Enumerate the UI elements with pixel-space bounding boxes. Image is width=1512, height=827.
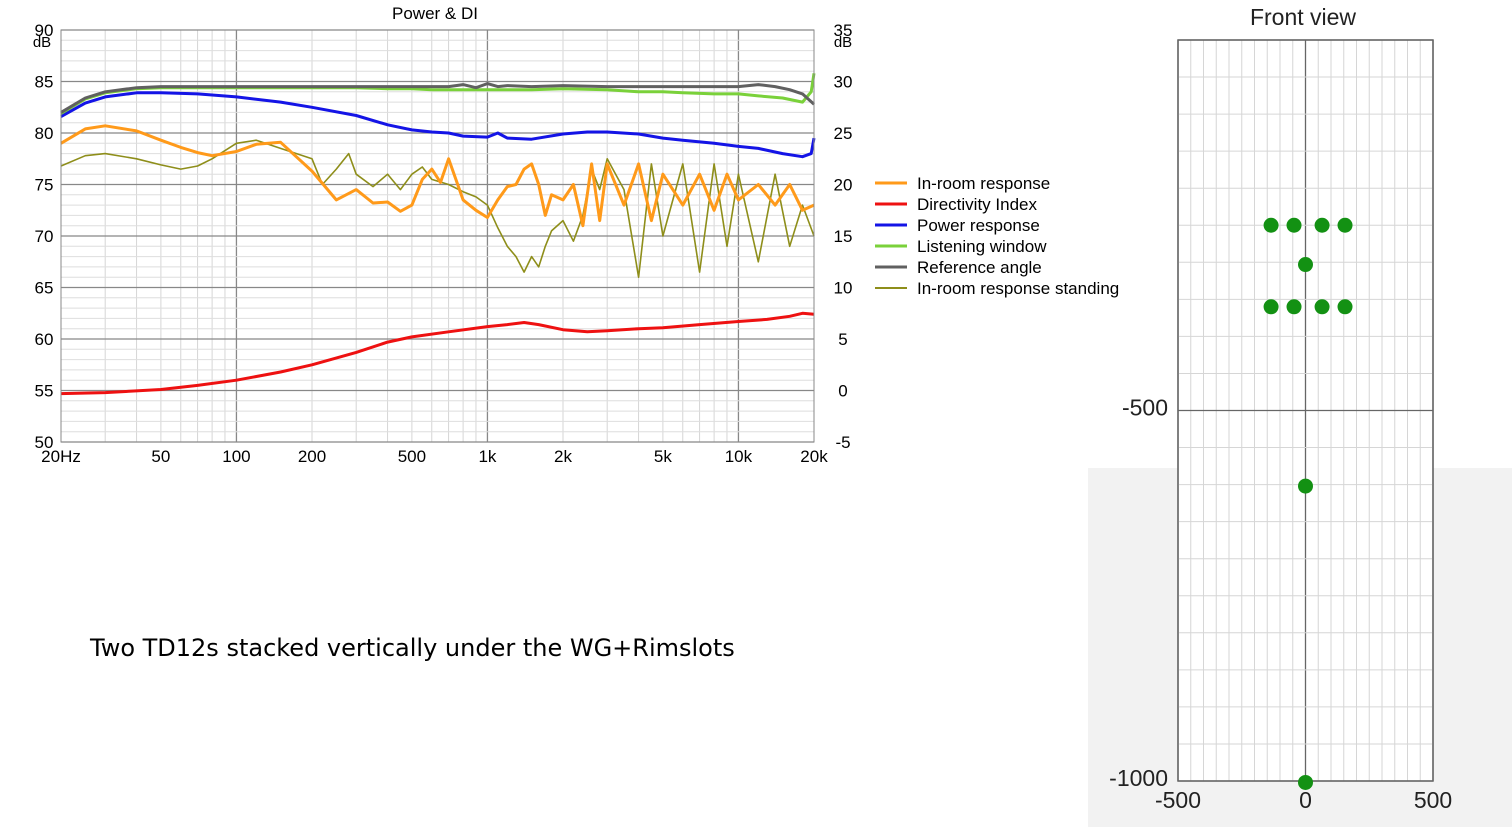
y-right-tick-label: -5 [835,433,850,452]
x-tick-label: 5k [654,447,672,466]
driver-point [1263,217,1279,233]
series-line-directivity-index [60,311,815,396]
x-tick-label: 10k [725,447,753,466]
y-right-tick-label: 5 [838,330,847,349]
driver-point [1298,478,1313,494]
front-view-axis-labels: -500 0 500-500-1000 [1109,395,1452,814]
driver-point [1314,299,1330,315]
x-tick-label: 20Hz [41,447,81,466]
y-left-tick-label: 75 [35,176,54,195]
front-view-grid [1177,39,1434,782]
legend-label: In-room response standing [917,279,1119,298]
series-group [60,73,816,396]
series-line-in-room-response-standing [60,139,815,279]
y-left-tick-label: 60 [35,330,54,349]
y-right-tick-label: 15 [834,227,853,246]
legend-label: Power response [917,216,1040,235]
y-right-tick-label: 35 [834,21,853,40]
front-view-y-tick-label: -1000 [1109,765,1168,791]
driver-point [1286,299,1302,315]
driver-point [1263,299,1279,315]
plot-border [60,29,815,443]
front-view-title: Front view [1250,4,1356,30]
legend-label: Reference angle [917,258,1042,277]
y-left-tick-label: 70 [35,227,54,246]
front-view-y-tick-label: -500 [1122,395,1168,421]
chart-title: Power & DI [392,4,478,23]
legend-label: In-room response [917,174,1050,193]
front-view-x-tick-label: 500 [1414,787,1452,813]
x-tick-label: 500 [398,447,426,466]
y-right-tick-label: 10 [834,279,853,298]
driver-point [1314,217,1330,233]
y-right-tick-label: 30 [834,73,853,92]
y-right-tick-label: 0 [838,382,847,401]
front-view-points [1263,217,1353,790]
driver-point [1337,217,1353,233]
series-line-power-response [60,91,816,159]
x-tick-label: 50 [151,447,170,466]
axis-labels: 505560657075808590dB-505101520253035dB20… [33,21,853,466]
front-view-x-tick-label: 0 [1299,787,1312,813]
y-right-unit-label: dB [834,34,852,51]
driver-point [1298,257,1313,273]
y-right-tick-label: 20 [834,176,853,195]
driver-point [1298,774,1313,790]
y-left-tick-label: 65 [35,279,54,298]
front-view-x-tick-label: -500 [1155,787,1201,813]
series-line-in-room-response [60,124,815,228]
x-tick-label: 1k [478,447,496,466]
y-left-tick-label: 90 [35,21,54,40]
series-line-reference-angle [60,82,816,114]
x-tick-label: 20k [800,447,828,466]
x-tick-label: 200 [298,447,326,466]
y-left-tick-label: 85 [35,73,54,92]
legend-label: Directivity Index [917,195,1037,214]
driver-point [1286,217,1302,233]
x-tick-label: 100 [222,447,250,466]
driver-point [1337,299,1353,315]
y-left-tick-label: 55 [35,382,54,401]
y-right-tick-label: 25 [834,124,853,143]
legend-label: Listening window [917,237,1047,256]
y-left-unit-label: dB [33,34,51,51]
x-tick-label: 2k [554,447,572,466]
y-left-tick-label: 50 [35,433,54,452]
legend: In-room response Directivity Index Power r… [875,174,1119,298]
caption-text: Two TD12s stacked vertically under the W… [90,634,735,662]
y-left-tick-label: 80 [35,124,54,143]
